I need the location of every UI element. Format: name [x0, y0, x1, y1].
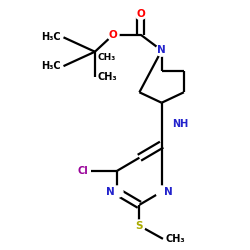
Circle shape: [108, 29, 119, 40]
Text: H₃C: H₃C: [41, 61, 61, 71]
Text: O: O: [136, 9, 145, 19]
Circle shape: [134, 220, 145, 232]
Text: N: N: [164, 187, 173, 197]
Text: CH₃: CH₃: [98, 53, 116, 62]
Text: O: O: [109, 30, 118, 40]
Text: S: S: [136, 221, 143, 231]
Text: N: N: [157, 46, 166, 56]
Text: CH₃: CH₃: [98, 72, 117, 82]
Text: CH₃: CH₃: [166, 234, 185, 244]
Circle shape: [135, 8, 146, 20]
Text: H₃C: H₃C: [41, 32, 61, 42]
Text: Cl: Cl: [78, 166, 88, 176]
Circle shape: [156, 45, 168, 56]
Circle shape: [156, 186, 168, 198]
Text: NH: NH: [172, 119, 188, 129]
Circle shape: [112, 186, 123, 198]
Text: N: N: [106, 187, 114, 197]
